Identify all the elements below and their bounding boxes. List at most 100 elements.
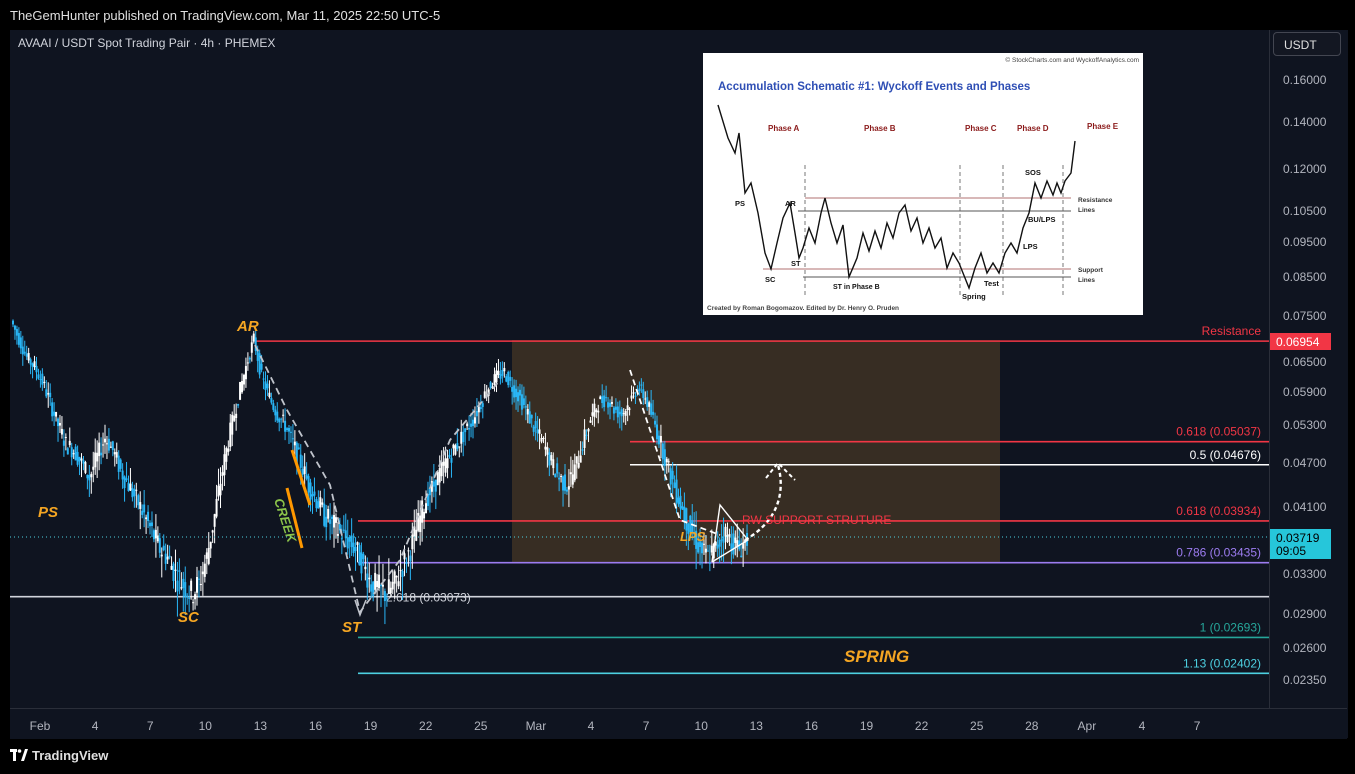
candle-body — [526, 408, 529, 415]
candle-body — [43, 381, 46, 383]
candle-body — [346, 537, 349, 549]
candle-body — [72, 453, 75, 455]
candle-body — [162, 545, 165, 551]
inset-label-bu-lps: BU/LPS — [1028, 215, 1056, 224]
candle-body — [587, 428, 590, 432]
inset-label-st-phase-b: ST in Phase B — [833, 284, 880, 291]
candle-body — [734, 537, 737, 543]
candle-body — [663, 449, 666, 466]
candle-body — [70, 447, 73, 458]
time-tick-label: 4 — [1139, 719, 1146, 733]
candle-body — [51, 402, 54, 417]
candle-body — [143, 504, 146, 513]
candle-body — [378, 574, 381, 589]
price-axis[interactable] — [1269, 30, 1348, 738]
time-tick-label: 25 — [474, 719, 488, 733]
candle-body — [213, 514, 216, 527]
candle-body — [618, 411, 621, 415]
candle-body — [98, 442, 101, 457]
candle-body — [264, 381, 267, 391]
candle-body — [434, 479, 437, 492]
candle-body — [481, 403, 484, 407]
candle-body — [13, 325, 16, 330]
candle-body — [84, 462, 87, 473]
candle-body — [708, 562, 711, 564]
candle-body — [154, 529, 157, 539]
time-tick-label: Mar — [526, 719, 547, 733]
candle-body — [573, 464, 576, 481]
candle-body — [268, 392, 271, 398]
candle-body — [344, 530, 347, 539]
candle-body — [295, 442, 298, 463]
label-sc: SC — [178, 609, 200, 626]
candle-body — [352, 542, 355, 553]
candle-body — [432, 481, 435, 487]
candle-body — [319, 497, 322, 508]
candle-body — [638, 388, 641, 392]
candle-body — [254, 337, 257, 352]
candle-body — [205, 552, 208, 559]
candle-body — [679, 495, 682, 509]
current-price-tag — [1270, 529, 1331, 559]
candle-body — [442, 461, 445, 466]
candle-body — [483, 391, 486, 398]
candle-body — [135, 489, 138, 491]
price-tick-label: 0.06500 — [1283, 355, 1327, 369]
currency-button[interactable]: USDT — [1273, 32, 1341, 56]
candle-body — [53, 411, 56, 416]
candle-body — [468, 428, 471, 430]
candle-body — [503, 368, 506, 372]
st-arrow — [354, 599, 367, 618]
candle-body — [109, 446, 112, 448]
candle-body — [17, 332, 20, 345]
candle-body — [76, 451, 79, 465]
candle-body — [652, 411, 655, 415]
candle-body — [454, 445, 457, 455]
level-label: Resistance — [1202, 324, 1262, 338]
candle-body — [423, 511, 426, 519]
candle-body — [595, 409, 598, 413]
candle-body — [585, 434, 588, 436]
candle-body — [683, 506, 686, 523]
candle-body — [270, 397, 273, 403]
price-tick-label: 0.05300 — [1283, 418, 1327, 432]
resistance-price-value: 0.06954 — [1276, 335, 1320, 349]
candle-body — [444, 458, 447, 473]
candle-body — [78, 456, 81, 462]
candle-body — [334, 517, 337, 523]
inset-title: Accumulation Schematic #1: Wyckoff Event… — [718, 81, 1030, 93]
wyckoff-inset: © StockCharts.com and WyckoffAnalytics.c… — [703, 53, 1143, 315]
candle-body — [497, 370, 500, 375]
candle-body — [372, 581, 375, 596]
inset-label-ps: PS — [735, 199, 745, 208]
candle-body — [691, 520, 694, 533]
candle-body — [250, 342, 253, 353]
candle-body — [280, 418, 283, 420]
symbol-title: AVAAI / USDT Spot Trading Pair · 4h · PH… — [18, 36, 276, 50]
candle-body — [446, 458, 449, 469]
candle-body — [732, 533, 735, 555]
candle-body — [137, 495, 140, 506]
range-box — [512, 340, 1000, 562]
time-axis[interactable] — [10, 708, 1347, 739]
price-tick-label: 0.16000 — [1283, 73, 1327, 87]
candle-body — [640, 384, 643, 386]
candle-body — [190, 580, 193, 591]
candle-body — [47, 393, 50, 395]
time-tick-label: 13 — [254, 719, 268, 733]
candle-body — [248, 357, 251, 360]
candle-body — [659, 435, 662, 443]
candle-body — [19, 337, 22, 349]
candle-body — [413, 526, 416, 537]
candle-body — [160, 554, 163, 557]
candle-body — [313, 491, 316, 496]
candle-body — [21, 346, 24, 355]
candle-body — [227, 448, 230, 452]
footer-brand-text: TradingView — [32, 748, 109, 763]
inset-label-st: ST — [791, 259, 801, 268]
candle-body — [646, 397, 649, 407]
candle-body — [677, 497, 680, 505]
candle-body — [724, 526, 727, 537]
candle-body — [419, 515, 422, 533]
candle-body — [456, 443, 459, 449]
